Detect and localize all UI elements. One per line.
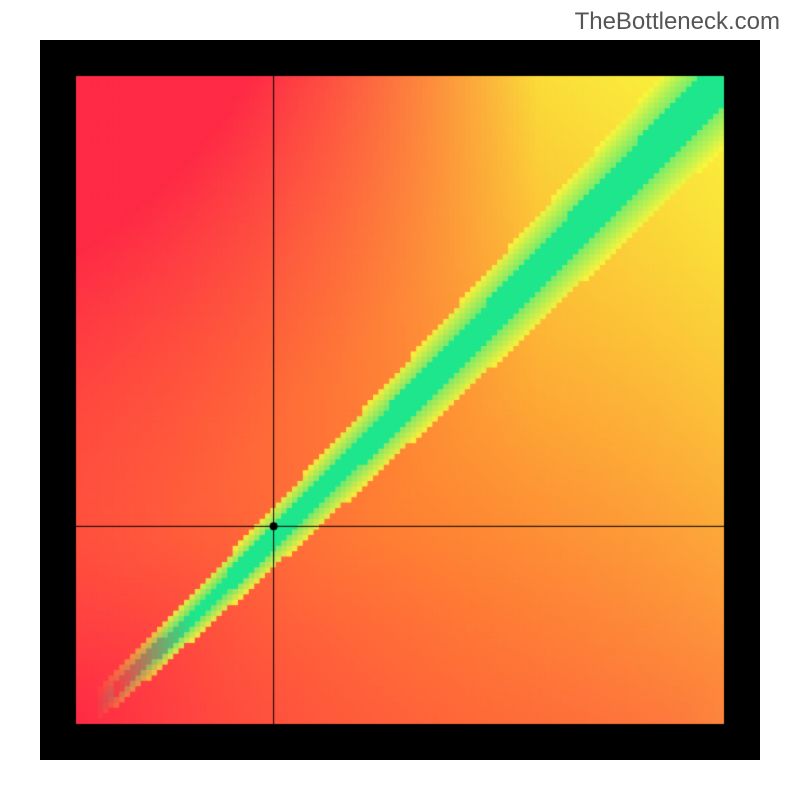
watermark-text: TheBottleneck.com xyxy=(575,8,780,36)
bottleneck-heatmap xyxy=(40,40,760,760)
